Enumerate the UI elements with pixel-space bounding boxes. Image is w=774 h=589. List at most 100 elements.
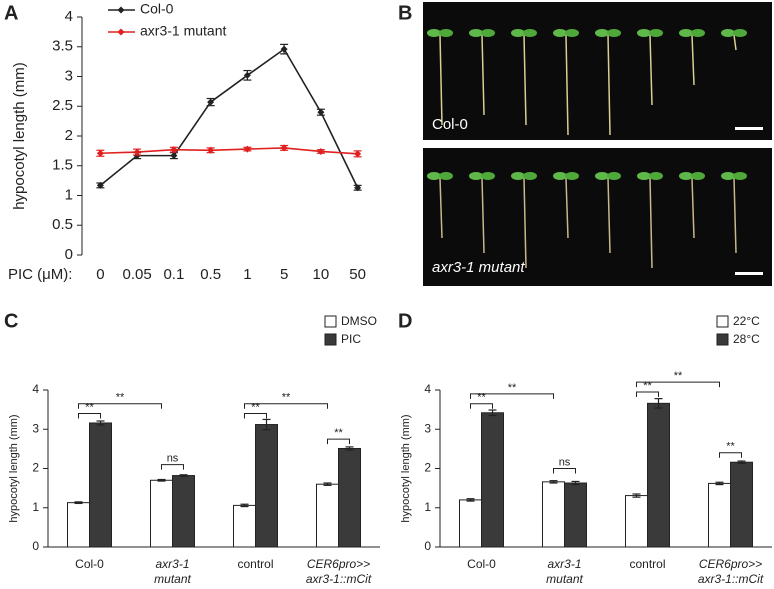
cotyledon [553,172,567,180]
cotyledon [511,172,525,180]
bar [67,502,90,548]
cotyledon [607,29,621,37]
legend-label: Col-0 [140,1,174,17]
significance-bracket [553,468,576,474]
marker [207,98,215,106]
hypocotyl [523,177,527,269]
y-tick-label: 4 [424,382,431,396]
significance-bracket [78,403,162,409]
x-tick-label: 0.05 [123,266,152,283]
bar [172,475,195,548]
marker [354,184,362,192]
legend-swatch [716,333,729,346]
cotyledon [691,29,705,37]
marker [354,150,362,158]
significance-label: ** [477,392,486,404]
significance-label: ** [726,441,735,453]
y-tick-label: 3.5 [52,38,73,55]
x-tick-label: mutant [154,572,191,586]
x-tick-label: control [629,557,665,571]
cotyledon [481,172,495,180]
hypocotyl [607,177,611,254]
series-line [100,147,358,155]
seedlings [427,29,747,269]
significance-label: ** [334,427,343,439]
y-tick-label: 0 [424,539,431,553]
x-tick-label: CER6pro>> [699,557,762,571]
y-tick-label: 1 [424,500,431,514]
cotyledon [469,172,483,180]
x-axis-label: PIC (μM): [8,266,72,283]
significance-label: ** [251,401,260,413]
x-tick-label: 1 [243,266,251,283]
cotyledon [439,29,453,37]
significance-bracket [470,393,554,399]
x-tick-label: 0.5 [200,266,221,283]
y-tick-label: 4 [32,382,39,396]
y-tick-label: 3 [65,67,73,84]
y-tick-label: 0.5 [52,216,73,233]
x-tick-label: 0 [96,266,104,283]
marker [280,45,288,53]
y-tick-label: 2 [65,127,73,144]
significance-bracket [78,413,101,419]
series-line [99,47,359,189]
legend-label: 22°C [733,314,760,328]
hypocotyl [481,34,485,116]
x-tick-label: axr3-1 [547,557,581,571]
scale-bar [735,272,763,275]
hypocotyl [523,34,527,126]
hypocotyl [439,177,443,239]
legend-swatch [324,315,337,328]
cotyledon [649,172,663,180]
marker [170,146,178,154]
hypocotyl [565,177,569,239]
bar [316,483,339,548]
hypocotyl [649,34,653,106]
hypocotyl [565,34,569,136]
cotyledon [481,29,495,37]
marker [170,152,178,160]
significance-bracket [636,391,659,397]
hypocotyl [733,177,737,254]
y-tick-label: 3 [32,421,39,435]
legend-swatch [324,333,337,346]
cotyledon [679,29,693,37]
significance-label: ** [282,392,291,404]
significance-bracket [719,452,742,458]
marker [133,148,141,156]
cotyledon [565,29,579,37]
cotyledon [553,29,567,37]
photo-panel: B Col-0 axr3-1 mutant [398,2,772,286]
legend-swatch [716,315,729,328]
legend-label: axr3-1 mutant [140,23,226,39]
legend-label: 28°C [733,332,760,346]
cotyledon [691,172,705,180]
marker [243,71,251,79]
marker [317,147,325,155]
bar [481,412,504,548]
x-tick-label: Col-0 [75,557,104,571]
panel-letter: B [398,2,412,24]
marker [280,144,288,152]
y-axis-label: hypocotyl length (mm) [11,62,28,210]
bar [564,482,587,548]
hypocotyl [691,177,695,239]
legend-marker [117,28,125,36]
hypocotyl [439,34,443,126]
y-tick-label: 2.5 [52,97,73,114]
cotyledon [469,29,483,37]
hypocotyl [649,177,653,269]
cotyledon [649,29,663,37]
hypocotyl [733,34,737,51]
significance-label: ** [116,392,125,404]
significance-label: ns [559,456,571,468]
bar [233,504,256,548]
x-tick-label: axr3-1::mCit [698,572,764,586]
significance-label: ** [85,401,94,413]
bar [730,461,753,548]
significance-bracket [244,403,328,409]
y-axis-label: hypocotyl length (mm) [8,414,20,522]
x-tick-label: control [237,557,273,571]
